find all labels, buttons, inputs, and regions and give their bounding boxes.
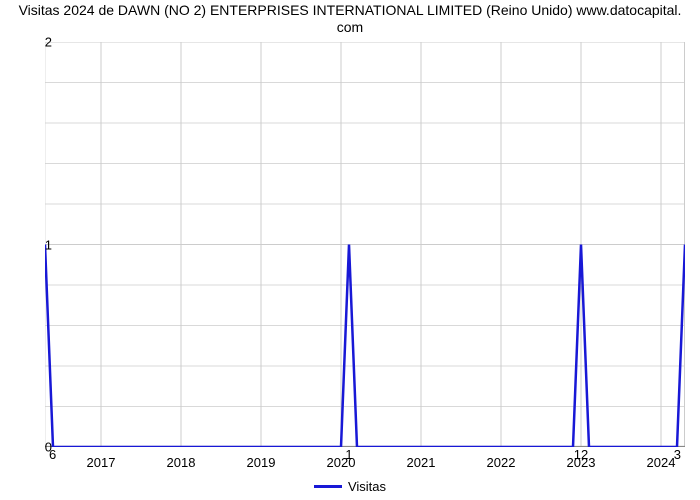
chart-container: Visitas 2024 de DAWN (NO 2) ENTERPRISES …: [0, 0, 700, 500]
data-point-label: 6: [49, 447, 56, 462]
chart-title-line1: Visitas 2024 de DAWN (NO 2) ENTERPRISES …: [19, 2, 682, 18]
x-tick-label: 2018: [167, 455, 196, 470]
series-line: [45, 245, 685, 448]
x-tick-label: 2022: [487, 455, 516, 470]
y-tick-label: 1: [12, 237, 52, 252]
x-tick-label: 2019: [247, 455, 276, 470]
legend: Visitas: [0, 478, 700, 494]
x-tick-label: 2024: [647, 455, 676, 470]
data-point-label: 1: [345, 447, 352, 462]
plot-area: [45, 42, 685, 447]
y-tick-label: 2: [12, 35, 52, 50]
legend-swatch: [314, 485, 342, 488]
y-tick-label: 0: [12, 440, 52, 455]
chart-title-line2: com: [337, 19, 363, 35]
data-point-label: 3: [674, 447, 681, 462]
chart-title: Visitas 2024 de DAWN (NO 2) ENTERPRISES …: [0, 2, 700, 36]
data-point-label: 12: [574, 447, 588, 462]
x-tick-label: 2021: [407, 455, 436, 470]
chart-svg: [45, 42, 685, 447]
legend-label: Visitas: [348, 479, 386, 494]
x-tick-label: 2017: [87, 455, 116, 470]
